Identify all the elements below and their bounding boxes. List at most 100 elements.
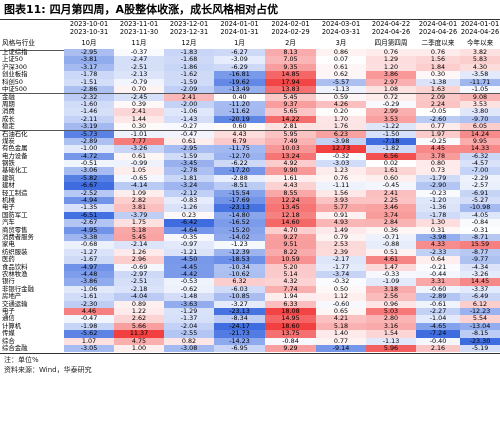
heatmap-cell: -0.23: [416, 189, 460, 197]
row-label: 消费者服务: [2, 233, 34, 241]
row-label: 银行: [2, 277, 15, 286]
heatmap-cell: -2.89: [64, 137, 114, 146]
heatmap-cell: -0.29: [366, 100, 416, 109]
heatmap-cell: -8.77: [460, 248, 500, 257]
heatmap-cell: 6.32: [214, 278, 265, 286]
heatmap-cell: 1.26: [114, 248, 164, 257]
figure-title-text: 四月第四周，A股整体收涨，成长风格相对占优: [49, 3, 279, 16]
heatmap-cell: 4.30: [460, 63, 500, 72]
row-label: 汽车: [2, 218, 15, 227]
heatmap-cell: -1.43: [164, 115, 214, 123]
heatmap-cell: -4.14: [114, 182, 164, 190]
heatmap-cell: 5.83: [460, 56, 500, 64]
column-period: 2023-12-31: [169, 27, 209, 36]
row-label: 电力设备: [2, 151, 28, 160]
heatmap-cell: -1.29: [164, 308, 214, 316]
heatmap-cell: -15.54: [214, 189, 265, 197]
row-label: 食品饮料: [2, 262, 28, 271]
row-label: 非银行金融: [2, 284, 34, 293]
heatmap-cell: 2.81: [265, 123, 316, 131]
heatmap-cell: 1.12: [316, 293, 366, 301]
heatmap-cell: 2.62: [114, 315, 164, 323]
heatmap-cell: 18.08: [265, 308, 316, 316]
heatmap-cell: 2.84: [366, 219, 416, 227]
heatmap-cell: -6.67: [64, 182, 114, 190]
heatmap-cell: 0.86: [316, 49, 366, 57]
heatmap-cell: 0.79: [316, 234, 366, 242]
heatmap-cell: 1.23: [316, 167, 366, 175]
heatmap-cell: -17.69: [214, 197, 265, 205]
heatmap-cell: -6.42: [164, 219, 214, 227]
heatmap-cell: 0.82: [164, 337, 214, 345]
heatmap-cell: 0.76: [316, 174, 366, 183]
heatmap-cell: 1.40: [316, 330, 366, 338]
heatmap-cell: 9.90: [265, 167, 316, 175]
heatmap-cell: -0.69: [114, 263, 164, 271]
heatmap-cell: -15.20: [214, 226, 265, 234]
table-row: 沪深300 -3.17 -2.51 -1.86 -6.29 9.35 0.61 1.20 1.8…: [0, 63, 500, 72]
heatmap-cell: -7.24: [416, 330, 460, 338]
row-label: 国防军工: [2, 210, 28, 219]
heatmap-cell: -3.98: [316, 137, 366, 146]
figure-label: 图表11:: [4, 3, 46, 16]
heatmap-cell: -4.05: [460, 211, 500, 220]
heatmap-cell: -2.89: [416, 293, 460, 301]
column-label: 12月: [181, 39, 197, 47]
heatmap-cell: 5.20: [265, 263, 316, 271]
heatmap-cell: 1.94: [265, 293, 316, 301]
heatmap-cell: 0.20: [316, 108, 366, 116]
heatmap-cell: -4.04: [114, 293, 164, 301]
heatmap-cell: -1.83: [164, 49, 214, 57]
heatmap-cell: -1.09: [366, 278, 416, 286]
row-label: 机械: [2, 196, 15, 204]
table-row: 机械 -4.94 2.82 -0.83 -17.69 12.24 3.93 2.25 -1.20…: [0, 196, 500, 205]
heatmap-cell: -0.61: [416, 300, 460, 308]
table-row: 建材 -6.67 -4.14 -3.24 -8.51 4.43 -1.11 -0.45 -2.9…: [0, 181, 500, 190]
heatmap-cell: 12.18: [265, 211, 316, 220]
heatmap-cell: -4.42: [164, 271, 214, 279]
column-period: 2024-01-01: [460, 20, 500, 28]
heatmap-cell: 2.09: [416, 94, 460, 102]
heatmap-cell: 3.81: [114, 204, 164, 212]
table-header: 风格与行业 2023-10-01 2023-10-31 10月 2023-11-01 20…: [0, 19, 500, 51]
heatmap-cell: -6.32: [460, 152, 500, 160]
heatmap-cell: 0.62: [316, 71, 366, 79]
heatmap-cell: -0.83: [164, 197, 214, 205]
heatmap-cell: 0.64: [416, 256, 460, 264]
row-label: 医药: [2, 255, 15, 264]
source-note: 资料来源：Wind，华泰研究: [4, 366, 92, 375]
heatmap-cell: 14.22: [265, 115, 316, 123]
heatmap-cell: 5.65: [265, 108, 316, 116]
table-row: 钢铁 -0.51 -0.99 -3.45 -6.22 4.92 -3.03 0.02 0.80-…: [0, 159, 500, 168]
heatmap-cell: 14.60: [265, 219, 316, 227]
heatmap-cell: -0.51: [64, 160, 114, 168]
heatmap-cell: -20.19: [214, 115, 265, 123]
heatmap-cell: 5.96: [366, 345, 416, 353]
heatmap-cell: -1.68: [164, 56, 214, 64]
heatmap-cell: -1.26: [164, 204, 214, 212]
heatmap-cell: -4.45: [164, 263, 214, 271]
heatmap-cell: -5.27: [460, 197, 500, 205]
heatmap-cell: -1.38: [416, 78, 460, 86]
table-row: 房地产 -1.61 -4.04 -1.48 -10.85 1.94 1.12 2.56 -2.8…: [0, 292, 500, 301]
heatmap-cell: -5.73: [64, 131, 114, 139]
heatmap-cell: 6.12: [460, 300, 500, 308]
heatmap-cell: 2.96: [114, 256, 164, 264]
heatmap-cell: 1.44: [114, 115, 164, 123]
heatmap-cell: -6.22: [214, 160, 265, 168]
heatmap-cell: 1.97: [416, 131, 460, 139]
heatmap-cell: 0.59: [316, 94, 366, 102]
heatmap-cell: -1.05: [460, 86, 500, 94]
heatmap-cell: 2.56: [366, 293, 416, 301]
row-label: 电子: [2, 203, 15, 212]
heatmap-cell: 12.24: [265, 197, 316, 205]
bottom-rule: [0, 353, 500, 355]
row-label: 中证500: [2, 85, 27, 93]
heatmap-cell: -1.13: [366, 337, 416, 345]
table-row: 消费 -1.46 2.41 -1.06 -11.62 5.65 0.20 2.99 -0.05-…: [0, 107, 500, 116]
row-label: 成长: [2, 114, 15, 123]
heatmap-cell: -0.44: [416, 271, 460, 279]
heatmap-cell: -8.71: [460, 234, 500, 242]
heatmap-cell: -1.81: [164, 174, 214, 183]
row-label: 纺织服装: [2, 247, 28, 256]
